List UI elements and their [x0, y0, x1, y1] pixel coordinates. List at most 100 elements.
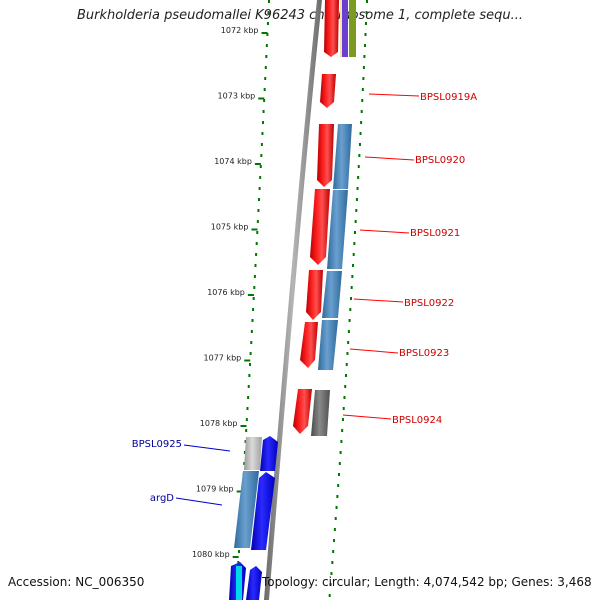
- track-dot: [365, 11, 368, 14]
- leader-BPSL0923: [349, 348, 399, 354]
- track-dot: [262, 110, 265, 113]
- gene-label-argD[interactable]: argD: [150, 493, 174, 504]
- track-dot: [263, 99, 266, 102]
- cog-block-BPSL0923[interactable]: [318, 320, 338, 370]
- track-dot: [253, 286, 256, 289]
- track-dot: [251, 319, 254, 322]
- gene-arrow-BPSL0920[interactable]: [317, 124, 334, 187]
- track-dot: [237, 550, 240, 553]
- track-dot: [243, 451, 246, 454]
- track-dot: [357, 176, 360, 179]
- gene-label-BPSL0922[interactable]: BPSL0922: [404, 298, 454, 309]
- cog-block-BPSL0924[interactable]: [311, 390, 330, 436]
- track-dot: [329, 583, 332, 586]
- track-dot: [245, 429, 248, 432]
- track-dot: [362, 77, 365, 80]
- track-dot: [260, 143, 263, 146]
- track-dot: [354, 220, 357, 223]
- label-leaders: [175, 93, 420, 506]
- scale-tick-label: 1072 kbp: [221, 26, 259, 35]
- reverse-features: [229, 436, 278, 600]
- track-dots: [235, 0, 368, 597]
- gene-arrow-BPSL0924[interactable]: [293, 389, 312, 434]
- track-dot: [252, 308, 255, 311]
- track-dot: [237, 561, 240, 564]
- cog-block-BPSL0922[interactable]: [322, 271, 342, 318]
- leader-argD: [175, 497, 223, 506]
- scale-tick-label: 1078 kbp: [200, 419, 238, 428]
- gene-arrow-BPSL0925[interactable]: [260, 436, 278, 471]
- leader-BPSL0925: [183, 444, 231, 452]
- leader-BPSL0920: [364, 156, 415, 161]
- track-dot: [339, 451, 342, 454]
- track-dot: [348, 319, 351, 322]
- gene-arrow-BPSL0921[interactable]: [310, 189, 330, 265]
- track-dot: [260, 154, 263, 157]
- track-dot: [265, 44, 268, 47]
- track-dot: [257, 209, 260, 212]
- scale-ticks: 1072 kbp 1073 kbp 1074 kbp 1075 kbp 1076 kbp…: [192, 26, 268, 559]
- scale-tick-label: 1079 kbp: [196, 485, 234, 494]
- scale-tick-label: 1076 kbp: [207, 288, 245, 297]
- track-dot: [267, 11, 270, 14]
- accession-label: Accession: NC_006350: [8, 575, 145, 589]
- gene-block-bottom-cyan[interactable]: [236, 566, 242, 600]
- track-dot: [343, 396, 346, 399]
- gene-arrow-bottom-blue-b[interactable]: [246, 566, 262, 600]
- track-dot: [264, 66, 267, 69]
- leader-BPSL0924: [342, 414, 392, 420]
- track-dot: [265, 55, 268, 58]
- track-dot: [259, 165, 262, 168]
- track-dot: [338, 473, 341, 476]
- cog-block-argD[interactable]: [234, 471, 259, 548]
- track-dot: [363, 44, 366, 47]
- gene-label-BPSL0919A[interactable]: BPSL0919A: [420, 92, 477, 103]
- cog-block-BPSL0920[interactable]: [333, 124, 352, 189]
- track-dot: [346, 352, 349, 355]
- scale-tick-label: 1073 kbp: [218, 92, 256, 101]
- track-dot: [361, 99, 364, 102]
- gene-arrow-BPSL0922[interactable]: [306, 270, 323, 320]
- gene-block-top-purple[interactable]: [342, 0, 348, 57]
- track-dot: [246, 407, 249, 410]
- track-dot: [330, 572, 333, 575]
- track-dot: [248, 374, 251, 377]
- cog-block-BPSL0925[interactable]: [244, 437, 262, 470]
- gene-block-top-olive[interactable]: [349, 0, 356, 57]
- gene-label-BPSL0925[interactable]: BPSL0925: [132, 439, 182, 450]
- track-dot: [364, 22, 367, 25]
- track-dot: [255, 242, 258, 245]
- gene-label-BPSL0920[interactable]: BPSL0920: [415, 155, 465, 166]
- gene-arrow-top-red[interactable]: [324, 0, 339, 57]
- track-dot: [256, 220, 259, 223]
- gene-label-BPSL0921[interactable]: BPSL0921: [410, 228, 460, 239]
- gene-arrow-BPSL0923[interactable]: [300, 322, 318, 368]
- gene-block-top-cream[interactable]: [340, 0, 342, 57]
- leader-BPSL0922: [353, 298, 404, 303]
- track-dot: [363, 55, 366, 58]
- track-dot: [332, 550, 335, 553]
- track-dot: [342, 407, 345, 410]
- gene-arrow-argD[interactable]: [251, 472, 275, 550]
- gene-arrow-BPSL0919A[interactable]: [320, 74, 336, 108]
- track-dot: [245, 418, 248, 421]
- track-dot: [266, 33, 269, 36]
- track-dot: [254, 264, 257, 267]
- track-dot: [268, 0, 270, 3]
- track-dot: [247, 396, 250, 399]
- track-dot: [250, 330, 253, 333]
- gene-label-BPSL0923[interactable]: BPSL0923: [399, 348, 449, 359]
- track-dot: [255, 253, 258, 256]
- track-dot: [266, 22, 269, 25]
- track-dot: [352, 264, 355, 267]
- track-dot: [350, 286, 353, 289]
- track-dot: [338, 462, 341, 465]
- track-dot: [335, 506, 338, 509]
- track-dot: [340, 440, 343, 443]
- gene-label-BPSL0924[interactable]: BPSL0924: [392, 415, 442, 426]
- track-dot: [347, 341, 350, 344]
- cog-block-BPSL0921[interactable]: [327, 190, 348, 269]
- track-dot: [354, 231, 357, 234]
- track-dot: [333, 528, 336, 531]
